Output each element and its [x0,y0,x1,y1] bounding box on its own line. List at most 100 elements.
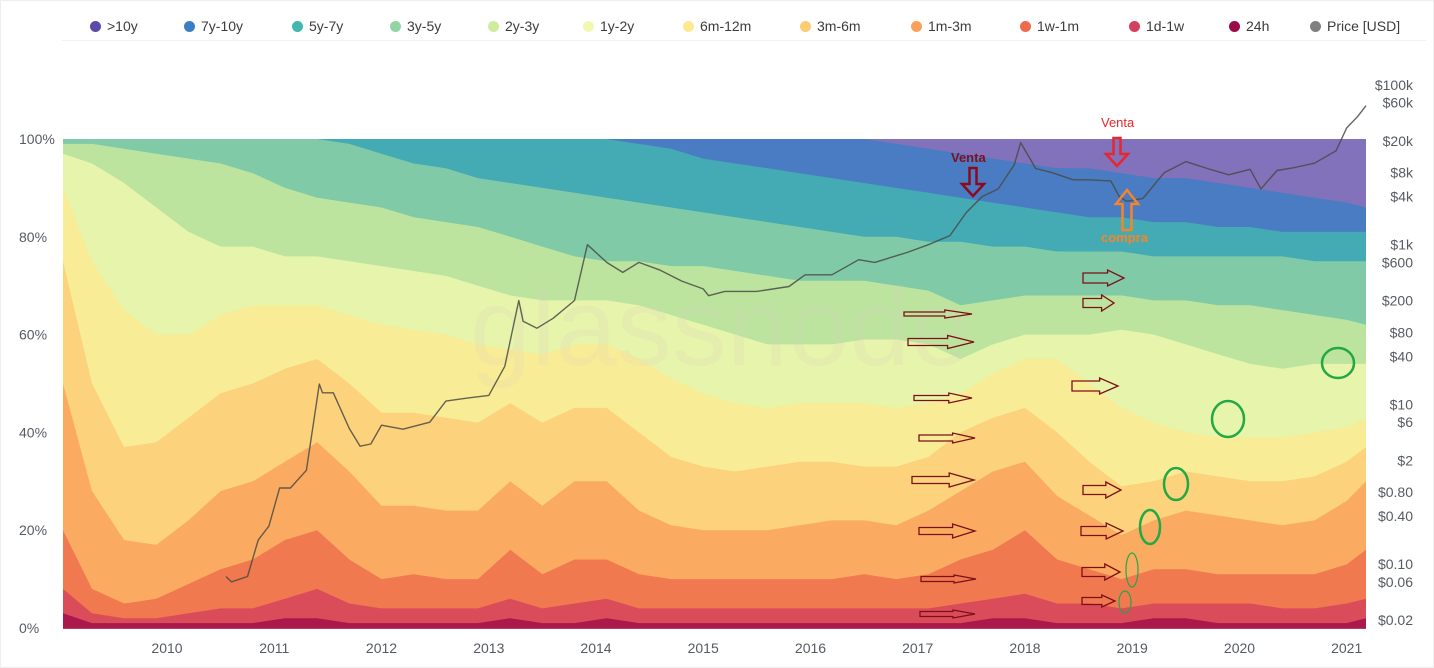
legend-label: 5y-7y [309,18,344,34]
legend-dot-icon [292,20,303,32]
arrow-right-icon [1081,593,1117,609]
legend-label: 1y-2y [600,18,635,34]
x-tick-label: 2017 [902,640,933,656]
price-tick-label: $0.06 [1378,574,1413,590]
arrow-down-icon [959,166,987,198]
annotation-label: compra [1101,230,1149,245]
x-tick-label: 2018 [1009,640,1040,656]
x-tick-label: 2014 [580,640,611,656]
x-tick-label: 2020 [1224,640,1255,656]
annotation-label: Venta [951,150,986,165]
x-tick-label: 2016 [795,640,826,656]
legend-item[interactable]: 24h [1229,18,1269,34]
price-tick-label: $600 [1382,254,1413,270]
legend-dot-icon [90,20,101,32]
arrow-right-icon [1082,480,1123,500]
y-tick-label: 40% [19,424,47,440]
legend-label: 6m-12m [700,18,752,34]
price-tick-label: $10 [1390,397,1414,413]
legend-item[interactable]: 1y-2y [583,18,634,34]
legend-label: >10y [107,18,138,34]
price-tick-label: $1k [1390,237,1414,253]
arrow-right-icon [911,472,977,488]
y-tick-label: 60% [19,327,47,343]
legend-item[interactable]: 6m-12m [683,18,751,34]
x-axis-years: 2010 2011 2012 2013 2014 2015 2016 2017 2018 2019… [151,640,1362,656]
legend-item[interactable]: 5y-7y [292,18,343,34]
legend-dot-icon [800,20,811,32]
legend-dot-icon [583,20,594,32]
y-tick-label: 100% [19,131,55,147]
arrow-right-icon [918,523,978,539]
legend-label: 1d-1w [1146,18,1185,34]
legend-label: 2y-3y [505,18,540,34]
legend-dot-icon [184,20,195,32]
legend-item[interactable]: 3m-6m [800,18,861,34]
legend-item[interactable]: 1d-1w [1129,18,1184,34]
arrow-right-icon [913,392,973,404]
watermark: glassnode [470,266,972,389]
arrow-right-icon [907,334,975,350]
circle-highlight-icon [1162,466,1190,502]
y-tick-label: 80% [19,229,47,245]
legend-item[interactable]: 1m-3m [911,18,972,34]
annotation-label: Venta [1101,115,1135,130]
legend-item[interactable]: >10y [90,18,138,34]
legend-item[interactable]: 7y-10y [184,18,243,34]
legend-dot-icon [488,20,499,32]
price-tick-label: $100k [1375,77,1414,93]
arrow-right-icon [919,609,976,619]
y-tick-label: 20% [19,522,47,538]
arrow-down-icon [1103,136,1131,168]
price-tick-label: $80 [1390,324,1414,340]
price-tick-label: $0.10 [1378,556,1413,572]
y-tick-label: 0% [19,620,39,636]
arrow-right-icon [903,309,973,319]
price-tick-label: $4k [1390,189,1414,205]
x-tick-label: 2015 [688,640,719,656]
legend-dot-icon [1020,20,1031,32]
stacked-bands [63,139,1366,629]
y-axis-percent: 0% 20% 40% 60% 80% 100% [19,131,55,636]
x-tick-label: 2010 [151,640,182,656]
arrow-right-icon [1082,268,1126,288]
legend-dot-icon [390,20,401,32]
legend-item[interactable]: 1w-1m [1020,18,1079,34]
circle-highlight-icon [1210,399,1246,439]
arrow-right-icon [1080,521,1125,541]
price-line-group [225,105,1367,583]
price-tick-label: $20k [1383,133,1414,149]
legend-label: 1m-3m [928,18,972,34]
legend-dot-icon [1129,20,1140,32]
x-tick-label: 2021 [1331,640,1362,656]
legend-item[interactable]: 3y-5y [390,18,441,34]
y-axis-price: $100k$60k$20k$8k$4k$1k$600$200$80$40$10$… [1375,77,1414,628]
price-tick-label: $200 [1382,293,1413,309]
circle-highlight-icon [1320,346,1356,380]
price-tick-label: $8k [1390,165,1414,181]
legend-label: Price [USD] [1327,18,1401,34]
price-tick-label: $0.80 [1378,484,1413,500]
legend-label: 7y-10y [201,18,244,34]
circle-highlight-icon [1138,508,1162,546]
legend-dot-icon [911,20,922,32]
legend-item[interactable]: 2y-3y [488,18,539,34]
x-tick-label: 2012 [366,640,397,656]
legend-label: 3m-6m [817,18,861,34]
circle-highlight-icon [1125,552,1139,588]
legend-dot-icon [1310,20,1321,32]
price-tick-label: $0.40 [1378,508,1413,524]
legend: >10y 7y-10y 5y-7y 3y-5y 2y-3y 1y-2y 6m-12m 3m-6… [0,14,1434,40]
legend-item[interactable]: Price [USD] [1310,18,1400,34]
price-tick-label: $0.02 [1378,612,1413,628]
legend-divider [62,40,1426,41]
hand-drawn-annotations: Venta Venta compra [903,115,1356,619]
arrow-right-icon [918,432,976,444]
circle-highlight-icon [1118,590,1132,614]
x-tick-label: 2013 [473,640,504,656]
arrow-right-icon [1081,562,1122,582]
band-1d-1w [63,588,1366,628]
arrow-right-icon [1071,377,1120,395]
band-24h [63,613,1366,628]
